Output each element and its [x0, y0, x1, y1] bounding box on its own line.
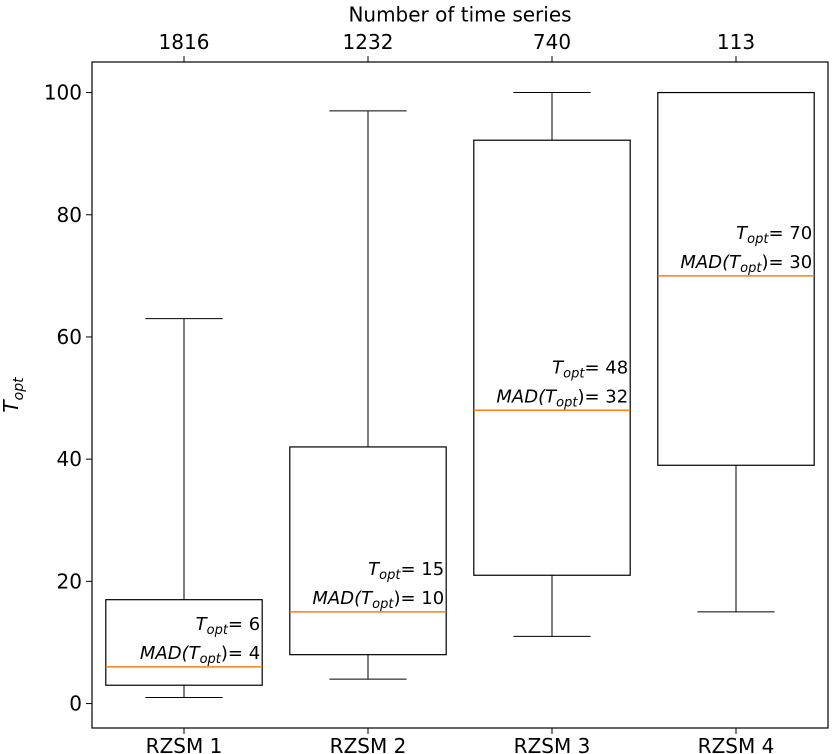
equals: = — [400, 588, 421, 609]
mad-open: MAD( — [140, 643, 190, 664]
mad-value: 30 — [789, 252, 812, 273]
mad-annotation: MAD(Topt)= 10 — [312, 588, 444, 612]
box — [105, 599, 263, 686]
mad-close: ) — [221, 643, 228, 664]
median-annotation: Topt= 48 — [552, 357, 628, 381]
mad-value: 4 — [249, 643, 260, 664]
equals: = — [228, 614, 249, 635]
mad-close: ) — [577, 386, 584, 407]
top-axis-label: Number of time series — [348, 3, 571, 27]
symbol: T — [736, 223, 749, 244]
y-tick-label: 40 — [57, 447, 82, 471]
x-tick-label: RZSM 2 — [330, 734, 407, 754]
mad-value: 10 — [421, 588, 444, 609]
box — [473, 139, 631, 576]
mad-annotation: MAD(Topt)= 4 — [140, 643, 260, 667]
median-value: 15 — [421, 559, 444, 580]
top-tick-label: 740 — [533, 30, 571, 54]
mad-open: MAD( — [312, 588, 362, 609]
equals: = — [768, 223, 789, 244]
equals: = — [584, 386, 605, 407]
median-value: 6 — [249, 614, 260, 635]
y-tick-label: 20 — [57, 569, 82, 593]
y-axis-label: Topt — [0, 377, 27, 413]
symbol: T — [552, 357, 565, 378]
mad-value: 32 — [605, 386, 628, 407]
mad-open: MAD( — [496, 386, 546, 407]
equals: = — [400, 559, 421, 580]
box — [289, 446, 447, 656]
subscript: opt — [207, 623, 229, 638]
equals: = — [584, 357, 605, 378]
y-tick-label: 80 — [57, 203, 82, 227]
x-tick-label: RZSM 4 — [698, 734, 775, 754]
median-value: 48 — [605, 357, 628, 378]
x-tick-label: RZSM 1 — [146, 734, 223, 754]
subscript: opt — [556, 395, 578, 410]
plot-frame — [91, 61, 829, 729]
symbol: T — [361, 588, 374, 609]
y-tick-label: 100 — [44, 81, 82, 105]
equals: = — [768, 252, 789, 273]
mad-close: ) — [761, 252, 768, 273]
symbol: T — [189, 643, 202, 664]
top-tick-label: 113 — [717, 30, 755, 54]
subscript: opt — [563, 366, 585, 381]
symbol: T — [545, 386, 558, 407]
mad-annotation: MAD(Topt)= 30 — [680, 252, 812, 276]
mad-close: ) — [393, 588, 400, 609]
y-tick-label: 0 — [69, 692, 82, 716]
y-tick-label: 60 — [57, 325, 82, 349]
median-annotation: Topt= 15 — [368, 559, 444, 583]
x-tick-label: RZSM 3 — [514, 734, 591, 754]
box — [657, 91, 815, 466]
mad-open: MAD( — [680, 252, 730, 273]
equals: = — [228, 643, 249, 664]
y-label-symbol: T — [0, 399, 23, 413]
median-value: 70 — [789, 223, 812, 244]
subscript: opt — [747, 232, 769, 247]
subscript: opt — [372, 597, 394, 612]
median-annotation: Topt= 70 — [736, 223, 812, 247]
subscript: opt — [200, 652, 222, 667]
mad-annotation: MAD(Topt)= 32 — [496, 386, 628, 410]
symbol: T — [196, 614, 209, 635]
top-tick-label: 1816 — [159, 30, 210, 54]
y-label-subscript: opt — [11, 377, 27, 400]
top-tick-label: 1232 — [343, 30, 394, 54]
symbol: T — [368, 559, 381, 580]
subscript: opt — [379, 568, 401, 583]
symbol: T — [729, 252, 742, 273]
subscript: opt — [740, 261, 762, 276]
median-annotation: Topt= 6 — [196, 614, 261, 638]
